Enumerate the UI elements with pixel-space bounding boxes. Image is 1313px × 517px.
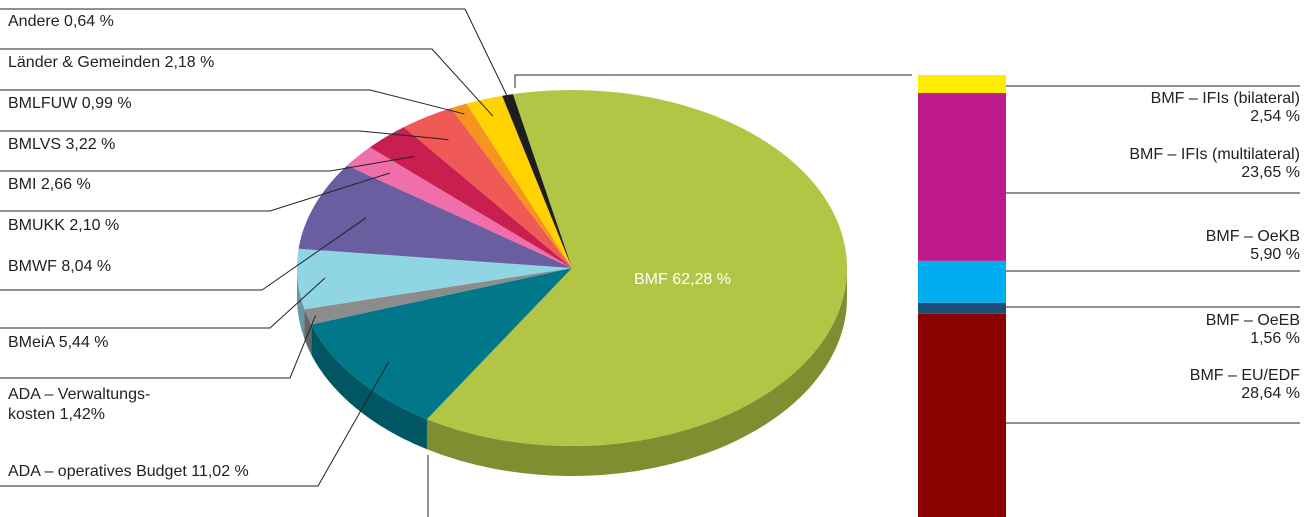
slice	[369, 127, 572, 268]
category: BMWF	[8, 258, 57, 275]
slice-label: BMLFUW 0,99 %	[8, 94, 132, 114]
value-label: 8,04 %	[61, 258, 112, 275]
value-label: 1,56 %	[1250, 330, 1300, 347]
slice	[304, 268, 572, 325]
bar-segment	[918, 313, 1006, 517]
leader-line	[0, 172, 391, 212]
leader-line	[0, 8, 512, 104]
category: BMLFUW	[8, 95, 78, 112]
value-label: 0,64 %	[64, 13, 114, 30]
value-label: 62,28 %	[672, 270, 731, 288]
slice-label: BMI 2,66 %	[8, 175, 91, 195]
leader-line	[0, 315, 316, 379]
slice	[311, 268, 572, 420]
slice	[297, 248, 572, 310]
bar-segment	[918, 93, 1006, 261]
slice-label: BMLVS 3,22 %	[8, 135, 115, 155]
slice	[466, 95, 572, 268]
slice	[426, 90, 847, 447]
leader-line	[0, 155, 415, 172]
category: BMF – IFIs (bilateral)	[1150, 90, 1300, 107]
value-label: 23,65 %	[1241, 164, 1300, 181]
category: ADA – operatives Budget	[8, 463, 187, 480]
leader-line	[0, 217, 367, 291]
slice-label: BMF 62,28 %	[634, 270, 731, 290]
leader-line	[0, 130, 449, 141]
slice-side	[297, 268, 305, 340]
slice-label: BMeiA 5,44 %	[8, 333, 109, 353]
category: BMF – OeEB	[1205, 312, 1300, 329]
slice-label: BMWF 8,04 %	[8, 257, 111, 277]
category: BMI	[8, 176, 37, 193]
value-label: 2,18 %	[164, 54, 215, 71]
bar-label: BMF – OeKB 5,90 %	[1206, 228, 1300, 264]
leader-line	[0, 48, 494, 117]
slice-label: Andere 0,64 %	[8, 12, 114, 32]
category: BMF – IFIs (multilateral)	[1129, 146, 1300, 163]
category: Andere	[8, 13, 60, 30]
bar-label: BMF – OeEB 1,56 %	[1206, 312, 1300, 348]
category: BMF	[633, 270, 668, 288]
value-label: 2,66 %	[40, 176, 91, 193]
leader-line	[0, 89, 465, 115]
bar-segment	[918, 302, 1006, 314]
value-label: 3,22 %	[65, 136, 116, 153]
slice-label: BMUKK 2,10 %	[8, 216, 119, 236]
slice-label: Länder & Gemeinden 2,18 %	[8, 53, 214, 73]
slice	[347, 147, 572, 268]
slice-label: ADA – operatives Budget 11,02 %	[8, 462, 249, 482]
value-label: 2,54 %	[1250, 108, 1300, 125]
connector	[514, 74, 912, 88]
bar-segment	[918, 260, 1006, 303]
slice	[450, 103, 572, 268]
category: BMUKK	[8, 217, 65, 234]
slice-label: ADA – Verwaltungs-kosten 1,42%	[8, 385, 183, 425]
bar-label: BMF – IFIs (multilateral) 23,65 %	[1129, 146, 1300, 182]
category: Länder & Gemeinden	[8, 54, 161, 71]
value-label: 11,02 %	[191, 463, 249, 480]
bar-label: BMF – IFIs (bilateral) 2,54 %	[1151, 90, 1300, 126]
value-label: 28,64 %	[1241, 385, 1300, 402]
bar-segment	[918, 75, 1006, 94]
value-label: 2,10 %	[69, 217, 120, 234]
category: BMeiA	[8, 334, 55, 351]
leader-line	[0, 361, 390, 487]
value-label: 5,90 %	[1250, 246, 1300, 263]
slice	[298, 165, 572, 268]
value-label: 0,99 %	[81, 95, 132, 112]
slice-side	[311, 324, 427, 450]
value-label: 1,42%	[59, 406, 105, 423]
leader-line	[0, 277, 326, 329]
slice	[502, 94, 572, 268]
category: BMLVS	[8, 136, 62, 153]
value-label: 5,44 %	[58, 334, 109, 351]
category: BMF – OeKB	[1205, 228, 1300, 245]
slice-side	[426, 268, 847, 476]
bar-label: BMF – EU/EDF 28,64 %	[1190, 367, 1300, 403]
slice	[403, 108, 572, 269]
category: ADA – Verwaltungs-kosten	[8, 386, 151, 423]
slice-side	[304, 309, 312, 355]
category: BMF – EU/EDF	[1189, 367, 1300, 384]
